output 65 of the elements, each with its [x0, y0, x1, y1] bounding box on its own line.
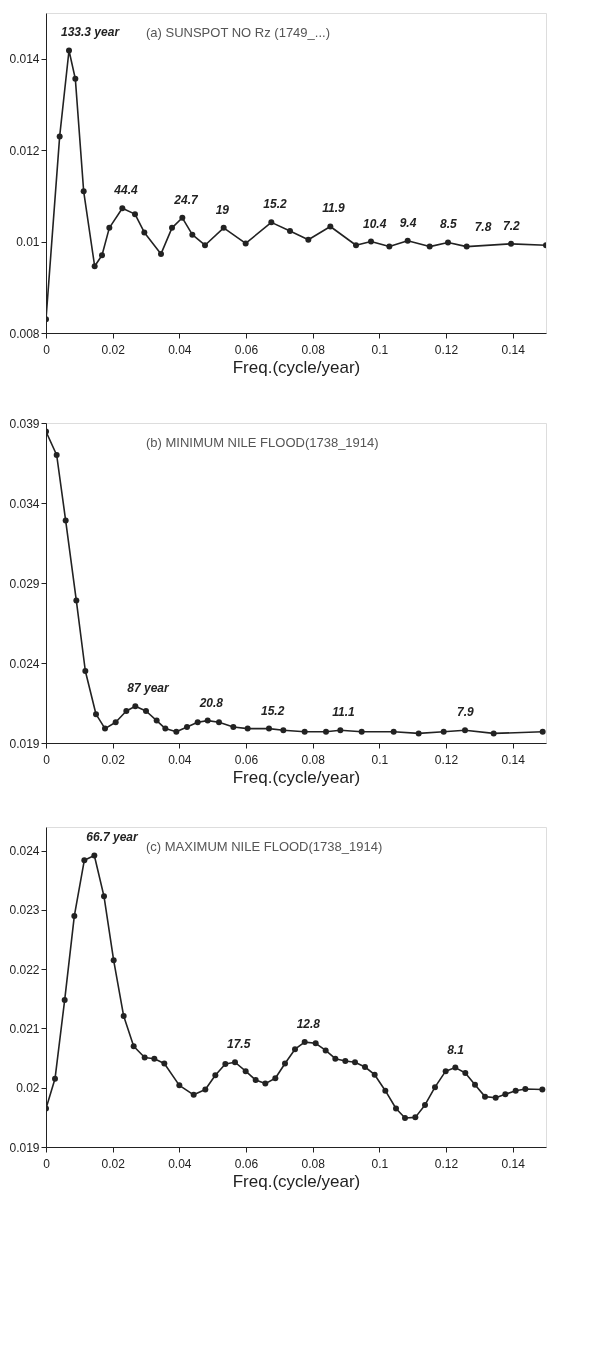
x-tick-label: 0.14	[501, 752, 526, 767]
annotation: 7.9	[457, 705, 475, 720]
y-tick-label: 0.024	[9, 656, 40, 671]
x-axis-title: Freq.(cycle/year)	[232, 767, 361, 787]
y-tick-label: 0.022	[9, 962, 40, 977]
x-tick-label: 0.06	[234, 1156, 259, 1171]
x-tick-label: 0.02	[101, 752, 126, 767]
x-tick-label: 0	[43, 1156, 51, 1171]
x-tick-label: 0.04	[168, 752, 192, 767]
x-tick-label: 0.02	[101, 342, 126, 357]
x-tick-label: 0.06	[234, 752, 259, 767]
y-tick-label: 0.019	[9, 736, 40, 751]
annotation: 24.7	[173, 192, 200, 207]
x-tick-label: 0.12	[434, 342, 459, 357]
x-tick-label: 0.1	[371, 1156, 389, 1171]
y-tick-label: 0.034	[9, 496, 40, 511]
x-tick-label: 0	[43, 752, 51, 767]
x-tick-label: 0.12	[434, 752, 459, 767]
annotation: 66.7 year	[86, 830, 140, 845]
annotation: 12.8	[296, 1017, 321, 1032]
x-tick-label: 0.12	[434, 1156, 459, 1171]
x-tick-label: 0	[43, 342, 51, 357]
annotation: 15.2	[261, 703, 285, 718]
x-axis-title: Freq.(cycle/year)	[232, 1171, 361, 1191]
x-tick-label: 0.04	[168, 342, 192, 357]
text: (b) MINIMUM NILE FLOOD(1738_1914)	[146, 435, 379, 450]
x-axis-title: Freq.(cycle/year)	[232, 357, 361, 377]
y-tick-label: 0.01	[16, 235, 40, 250]
x-tick-label: 0.08	[301, 342, 326, 357]
annotation: 87 year	[127, 681, 171, 696]
y-tick-label: 0.029	[9, 576, 40, 591]
x-tick-label: 0.02	[101, 1156, 126, 1171]
annotation: 10.4	[363, 216, 387, 231]
y-tick-label: 0.012	[9, 143, 40, 158]
annotation: 8.1	[447, 1042, 465, 1057]
y-tick-label: 0.039	[9, 416, 40, 431]
annotation: 133.3 year	[61, 25, 121, 40]
y-tick-label: 0.008	[9, 326, 40, 341]
x-tick-label: 0.08	[301, 752, 326, 767]
y-tick-label: 0.02	[16, 1081, 40, 1096]
x-tick-label: 0.14	[501, 342, 526, 357]
y-tick-label: 0.019	[9, 1140, 40, 1155]
annotation: 8.5	[440, 217, 458, 232]
annotation: 15.2	[263, 197, 288, 212]
annotation: 17.5	[227, 1037, 251, 1052]
annotation: 7.8	[474, 219, 492, 234]
text: (a) SUNSPOT NO Rz (1749_...)	[146, 25, 330, 40]
y-tick-label: 0.023	[9, 903, 40, 918]
annotation: 11.9	[322, 201, 346, 216]
annotation: 44.4	[113, 183, 139, 198]
x-tick-label: 0.08	[301, 1156, 326, 1171]
annotation: 19	[215, 202, 230, 217]
y-tick-label: 0.014	[9, 52, 40, 67]
x-tick-label: 0.1	[371, 342, 389, 357]
x-tick-label: 0.06	[234, 342, 259, 357]
text: (c) MAXIMUM NILE FLOOD(1738_1914)	[146, 839, 383, 854]
annotation: 9.4	[399, 215, 417, 230]
annotation: 7.2	[503, 218, 521, 233]
x-tick-label: 0.1	[371, 752, 389, 767]
annotation: 11.1	[332, 705, 356, 720]
y-tick-label: 0.021	[9, 1021, 40, 1036]
y-tick-label: 0.024	[9, 844, 40, 859]
annotation: 20.8	[198, 695, 224, 710]
x-tick-label: 0.04	[168, 1156, 192, 1171]
x-tick-label: 0.14	[501, 1156, 526, 1171]
